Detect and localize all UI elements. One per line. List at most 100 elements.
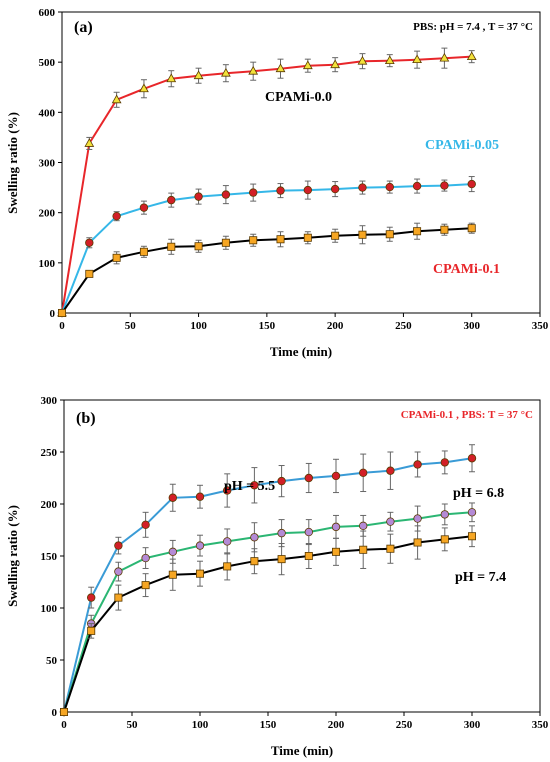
- x-tick-label-a: 150: [259, 320, 276, 332]
- data-point: [139, 247, 148, 256]
- data-point: [357, 55, 368, 65]
- data-point: [249, 236, 258, 245]
- data-point: [304, 552, 313, 561]
- x-tick-label-b: 100: [192, 719, 209, 731]
- series-line-b-1: [63, 511, 473, 713]
- data-point: [166, 73, 177, 83]
- data-point: [275, 63, 286, 73]
- data-point: [194, 242, 203, 251]
- series-line-a-1: [61, 183, 472, 314]
- x-ticks-b: 0 50 100 150 200 250 300 350: [61, 712, 549, 731]
- data-point: [141, 553, 150, 563]
- data-point: [87, 626, 96, 635]
- data-point: [84, 138, 95, 147]
- y-ticks-a: 0 100 200 300 400 500 600: [39, 7, 62, 320]
- data-point: [386, 517, 395, 526]
- data-point: [277, 555, 286, 564]
- data-point: [330, 59, 341, 69]
- x-tick-label-a: 300: [463, 320, 480, 332]
- data-point: [141, 581, 150, 590]
- data-point: [385, 230, 394, 239]
- data-point: [112, 253, 121, 262]
- data-point: [467, 532, 476, 541]
- data-point: [359, 468, 368, 477]
- data-point: [277, 528, 286, 538]
- data-point: [467, 508, 477, 517]
- x-tick-label-b: 300: [464, 719, 481, 731]
- data-point: [250, 557, 259, 566]
- series-group-b: [59, 444, 477, 717]
- data-point: [358, 230, 367, 239]
- series-a-2: [58, 222, 476, 317]
- x-tick-label-b: 0: [61, 719, 67, 731]
- data-point: [412, 54, 422, 64]
- y-axis-title-a: Swelling ratio (%): [5, 112, 20, 214]
- y-tick-label-b: 200: [41, 499, 58, 511]
- data-point: [248, 65, 259, 75]
- data-point: [304, 473, 313, 483]
- data-point: [58, 308, 67, 317]
- y-tick-label-a: 200: [39, 208, 56, 220]
- x-tick-label-b: 250: [396, 719, 413, 731]
- chart-panel-b: (b) CPAMi-0.1 , PBS: T = 37 °C Time (min…: [5, 395, 549, 758]
- data-point: [221, 238, 230, 247]
- series-line-b-2: [63, 535, 473, 713]
- data-point: [195, 492, 205, 501]
- data-point: [114, 593, 123, 602]
- data-point: [385, 182, 394, 192]
- y-ticks-b: 0 50 100 150 200 250 300: [41, 395, 64, 719]
- data-point: [440, 181, 449, 190]
- y-tick-label-a: 100: [39, 258, 56, 270]
- condition-text-b: CPAMi-0.1 , PBS: T = 37 °C: [401, 409, 533, 421]
- data-point: [331, 522, 341, 532]
- data-point: [139, 203, 149, 212]
- series-b-2: [60, 525, 476, 717]
- x-axis-title-a: Time (min): [270, 344, 332, 359]
- data-point: [440, 535, 449, 544]
- data-point: [248, 188, 258, 197]
- data-point: [60, 708, 69, 717]
- x-tick-label-a: 200: [327, 320, 344, 332]
- data-point: [303, 233, 312, 242]
- y-tick-label-a: 300: [39, 158, 56, 170]
- panel-label-b: (b): [76, 410, 96, 427]
- data-point: [386, 544, 395, 553]
- data-point: [331, 471, 341, 481]
- y-tick-label-a: 400: [39, 107, 56, 119]
- series-line-a-2: [61, 227, 472, 314]
- data-point: [467, 224, 476, 233]
- plot-area-a: [61, 11, 541, 314]
- data-point: [331, 231, 340, 240]
- y-tick-label-b: 0: [52, 707, 58, 719]
- y-tick-label-b: 250: [41, 447, 58, 459]
- chart-panel-a: (a) PBS: pH = 7.4 , T = 37 °C Time (min)…: [5, 7, 549, 359]
- data-point: [195, 541, 205, 550]
- x-tick-label-b: 350: [532, 719, 549, 731]
- data-point: [222, 537, 232, 546]
- series-group-a: [57, 47, 477, 318]
- y-tick-label-a: 600: [39, 7, 56, 19]
- data-point: [467, 179, 476, 189]
- y-tick-label-b: 300: [41, 395, 58, 407]
- series-label-a-1: CPAMi-0.05: [425, 138, 499, 153]
- data-point: [111, 94, 122, 104]
- x-tick-label-b: 150: [260, 719, 277, 731]
- data-point: [359, 521, 368, 531]
- series-line-b-0: [63, 457, 473, 713]
- data-point: [412, 181, 422, 191]
- data-point: [277, 476, 286, 486]
- x-tick-label-a: 100: [190, 320, 207, 332]
- data-point: [302, 60, 313, 70]
- data-point: [384, 55, 395, 65]
- data-point: [331, 547, 340, 556]
- series-label-a-2: CPAMi-0.1: [433, 262, 500, 277]
- data-point: [194, 192, 203, 201]
- data-point: [141, 520, 150, 529]
- data-point: [168, 547, 177, 557]
- condition-text-a: PBS: pH = 7.4 , T = 37 °C: [413, 21, 533, 33]
- y-tick-label-a: 0: [50, 308, 56, 320]
- data-point: [223, 562, 232, 571]
- x-ticks-a: 0 50 100 150 200 250 300 350: [59, 313, 549, 332]
- data-point: [114, 567, 123, 576]
